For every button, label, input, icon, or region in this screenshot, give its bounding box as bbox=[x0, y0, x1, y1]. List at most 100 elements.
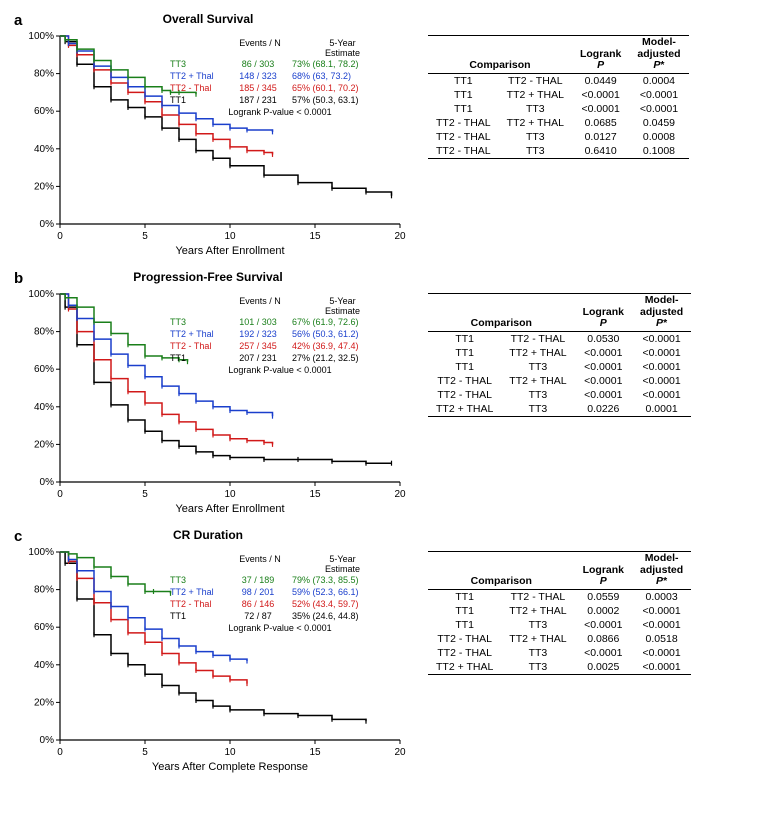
cmp-model: <0.0001 bbox=[632, 646, 691, 660]
legend-line-tt3: TT3 37 / 189 79% (73.3, 85.5) bbox=[170, 574, 402, 586]
svg-text:0: 0 bbox=[57, 489, 63, 500]
cmp-left: TT1 bbox=[428, 589, 501, 604]
cmp-logrank: 0.0685 bbox=[572, 116, 629, 130]
legend-line-tt3: TT3 86 / 303 73% (68.1, 78.2) bbox=[170, 58, 402, 70]
cmp-left: TT2 - THAL bbox=[428, 130, 499, 144]
table-row: TT2 + THAL TT3 0.0025 <0.0001 bbox=[428, 660, 691, 675]
cmp-right: TT3 bbox=[501, 646, 574, 660]
cmp-logrank: 0.0866 bbox=[575, 632, 632, 646]
table-row: TT2 - THAL TT2 + THAL 0.0866 0.0518 bbox=[428, 632, 691, 646]
legend-series-name: TT2 - Thal bbox=[170, 598, 228, 610]
cmp-logrank: <0.0001 bbox=[575, 346, 632, 360]
cmp-logrank: <0.0001 bbox=[572, 88, 629, 102]
svg-text:10: 10 bbox=[224, 231, 236, 242]
cmp-left: TT2 - THAL bbox=[428, 388, 501, 402]
legend-events: 86 / 146 bbox=[228, 598, 288, 610]
cmp-left: TT1 bbox=[428, 604, 501, 618]
panel-a: a Overall Survival 0%20%40%60%80%100%051… bbox=[8, 10, 753, 260]
cmp-left: TT2 - THAL bbox=[428, 632, 501, 646]
table-row: TT1 TT2 - THAL 0.0449 0.0004 bbox=[428, 73, 689, 88]
th-comparison: Comparison bbox=[428, 294, 575, 332]
chart-title: Overall Survival bbox=[8, 12, 408, 26]
svg-text:5: 5 bbox=[142, 489, 148, 500]
table-row: TT2 - THAL TT3 <0.0001 <0.0001 bbox=[428, 388, 691, 402]
legend-estimate: 68% (63, 73.2) bbox=[288, 70, 402, 82]
legend-events: 98 / 201 bbox=[228, 586, 288, 598]
svg-text:80%: 80% bbox=[34, 69, 54, 80]
svg-text:15: 15 bbox=[309, 231, 321, 242]
legend-estimate: 56% (50.3, 61.2) bbox=[288, 328, 402, 340]
table-wrap: Comparison LogrankP Model-adjustedP* TT1… bbox=[428, 293, 753, 417]
legend-line-tt2p: TT2 + Thal 192 / 323 56% (50.3, 61.2) bbox=[170, 328, 402, 340]
cmp-right: TT3 bbox=[501, 618, 574, 632]
svg-text:Years After Enrollment: Years After Enrollment bbox=[175, 245, 284, 257]
legend-events: 207 / 231 bbox=[228, 352, 288, 364]
table-row: TT2 - THAL TT2 + THAL <0.0001 <0.0001 bbox=[428, 374, 691, 388]
table-row: TT2 - THAL TT2 + THAL 0.0685 0.0459 bbox=[428, 116, 689, 130]
legend-header-events: Events / N bbox=[230, 296, 290, 316]
chart-title: Progression-Free Survival bbox=[8, 270, 408, 284]
legend-header-estimate: 5-YearEstimate bbox=[290, 38, 395, 58]
legend-series-name: TT1 bbox=[170, 352, 228, 364]
cmp-logrank: 0.0025 bbox=[575, 660, 632, 675]
cmp-model: <0.0001 bbox=[632, 360, 691, 374]
cmp-left: TT2 - THAL bbox=[428, 116, 499, 130]
svg-text:20%: 20% bbox=[34, 181, 54, 192]
legend-series-name: TT3 bbox=[170, 58, 228, 70]
table-row: TT1 TT3 <0.0001 <0.0001 bbox=[428, 618, 691, 632]
cmp-model: <0.0001 bbox=[632, 331, 691, 346]
cmp-logrank: 0.0002 bbox=[575, 604, 632, 618]
legend-series-name: TT2 + Thal bbox=[170, 70, 228, 82]
legend-header: Events / N 5-YearEstimate bbox=[170, 38, 402, 58]
svg-text:20: 20 bbox=[394, 231, 406, 242]
th-logrank: LogrankP bbox=[572, 36, 629, 74]
legend-header-events: Events / N bbox=[230, 554, 290, 574]
chart-title: CR Duration bbox=[8, 528, 408, 542]
legend-logrank-p: Logrank P-value < 0.0001 bbox=[170, 365, 390, 375]
cmp-left: TT2 + THAL bbox=[428, 402, 501, 417]
legend-events: 185 / 345 bbox=[228, 82, 288, 94]
cmp-logrank: <0.0001 bbox=[575, 360, 632, 374]
cmp-left: TT2 - THAL bbox=[428, 646, 501, 660]
legend-series-name: TT3 bbox=[170, 316, 228, 328]
cmp-right: TT3 bbox=[499, 144, 572, 159]
legend-line-tt1: TT1 72 / 87 35% (24.6, 44.8) bbox=[170, 610, 402, 622]
legend-series-name: TT2 + Thal bbox=[170, 328, 228, 340]
legend-events: 187 / 231 bbox=[228, 94, 288, 106]
svg-text:0%: 0% bbox=[40, 477, 55, 488]
cmp-right: TT2 + THAL bbox=[499, 88, 572, 102]
legend-events: 257 / 345 bbox=[228, 340, 288, 352]
legend-block: Events / N 5-YearEstimate TT3 86 / 303 7… bbox=[170, 38, 402, 117]
legend-estimate: 42% (36.9, 47.4) bbox=[288, 340, 402, 352]
legend-line-tt2m: TT2 - Thal 185 / 345 65% (60.1, 70.2) bbox=[170, 82, 402, 94]
chart-wrap: c CR Duration 0%20%40%60%80%100%05101520… bbox=[8, 526, 408, 776]
th-model-adjusted: Model-adjustedP* bbox=[629, 36, 688, 74]
legend-line-tt3: TT3 101 / 303 67% (61.9, 72.6) bbox=[170, 316, 402, 328]
svg-text:20: 20 bbox=[394, 489, 406, 500]
svg-text:0: 0 bbox=[57, 747, 63, 758]
svg-text:10: 10 bbox=[224, 489, 236, 500]
th-comparison: Comparison bbox=[428, 36, 572, 74]
legend-line-tt2m: TT2 - Thal 86 / 146 52% (43.4, 59.7) bbox=[170, 598, 402, 610]
legend-line-tt2p: TT2 + Thal 98 / 201 59% (52.3, 66.1) bbox=[170, 586, 402, 598]
legend-estimate: 35% (24.6, 44.8) bbox=[288, 610, 402, 622]
svg-text:0%: 0% bbox=[40, 735, 55, 746]
svg-text:10: 10 bbox=[224, 747, 236, 758]
svg-text:60%: 60% bbox=[34, 106, 54, 117]
cmp-right: TT2 - THAL bbox=[501, 331, 574, 346]
svg-text:20%: 20% bbox=[34, 439, 54, 450]
legend-header: Events / N 5-YearEstimate bbox=[170, 296, 402, 316]
legend-series-name: TT1 bbox=[170, 94, 228, 106]
cmp-left: TT1 bbox=[428, 331, 501, 346]
cmp-model: 0.0004 bbox=[629, 73, 688, 88]
legend-events: 72 / 87 bbox=[228, 610, 288, 622]
chart-wrap: a Overall Survival 0%20%40%60%80%100%051… bbox=[8, 10, 408, 260]
cmp-model: <0.0001 bbox=[632, 388, 691, 402]
table-row: TT2 - THAL TT3 <0.0001 <0.0001 bbox=[428, 646, 691, 660]
legend-events: 148 / 323 bbox=[228, 70, 288, 82]
comparison-table: Comparison LogrankP Model-adjustedP* TT1… bbox=[428, 35, 689, 159]
cmp-right: TT3 bbox=[501, 360, 574, 374]
cmp-model: <0.0001 bbox=[632, 374, 691, 388]
legend-line-tt1: TT1 207 / 231 27% (21.2, 32.5) bbox=[170, 352, 402, 364]
cmp-right: TT3 bbox=[499, 102, 572, 116]
